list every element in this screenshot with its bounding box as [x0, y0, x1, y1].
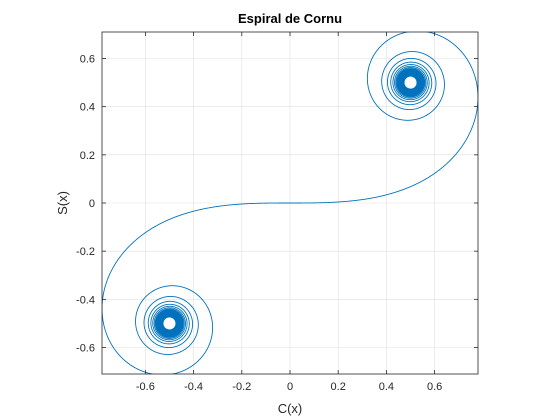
y-tick-label: 0.6	[80, 53, 95, 65]
x-tick-label: -0.4	[184, 381, 203, 393]
series-layer	[102, 32, 478, 374]
y-axis-label: S(x)	[55, 191, 70, 215]
y-tick-label: -0.2	[76, 246, 95, 258]
y-tick-label: 0.4	[80, 102, 95, 114]
tick-marks	[102, 32, 478, 374]
x-tick-label: -0.6	[136, 381, 155, 393]
chart-title: Espiral de Cornu	[238, 11, 342, 26]
x-axis-label: C(x)	[278, 401, 303, 416]
y-tick-label: -0.6	[76, 343, 95, 355]
x-tick-label: 0.6	[427, 381, 442, 393]
x-tick-label: 0.4	[379, 381, 394, 393]
y-tick-label: 0	[89, 198, 95, 210]
y-tick-label: -0.4	[76, 294, 95, 306]
x-tick-label: -0.2	[232, 381, 251, 393]
x-tick-label: 0.2	[331, 381, 346, 393]
tick-labels: -0.6 -0.4 -0.2 0 0.2 0.4 0.6 -0.6 -0.4 -0.2 0 0.2 0.…	[76, 53, 442, 393]
cornu-spiral-line	[102, 32, 478, 374]
x-tick-label: 0	[287, 381, 293, 393]
y-tick-label: 0.2	[80, 150, 95, 162]
